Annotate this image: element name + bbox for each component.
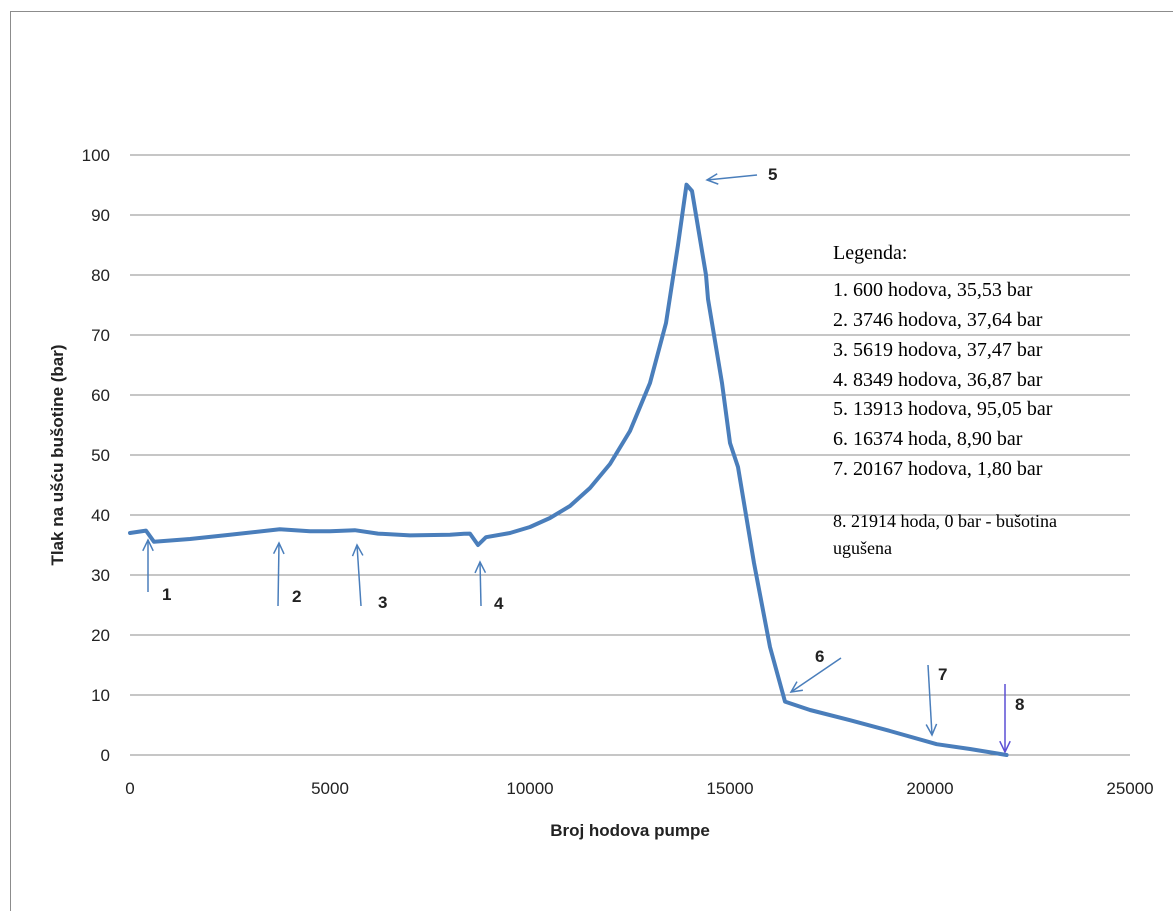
x-tick-label: 15000 bbox=[706, 779, 753, 798]
y-tick-label: 60 bbox=[91, 386, 110, 405]
y-tick-label: 70 bbox=[91, 326, 110, 345]
marker-label-2: 2 bbox=[292, 587, 301, 606]
marker-arrow-5 bbox=[705, 173, 758, 185]
legend-entry: 3. 5619 hodova, 37,47 bar bbox=[833, 339, 1043, 361]
legend-entry: 6. 16374 hoda, 8,90 bar bbox=[833, 428, 1023, 450]
marker-label-1: 1 bbox=[162, 585, 171, 604]
x-tick-label: 25000 bbox=[1106, 779, 1153, 798]
marker-label-6: 6 bbox=[815, 647, 824, 666]
x-tick-label: 5000 bbox=[311, 779, 349, 798]
marker-label-4: 4 bbox=[494, 594, 504, 613]
x-tick-labels: 0 5000 10000 15000 20000 25000 bbox=[125, 779, 1153, 798]
marker-arrow-2 bbox=[272, 541, 285, 607]
y-tick-label: 40 bbox=[91, 506, 110, 525]
x-tick-label: 10000 bbox=[506, 779, 553, 798]
y-tick-label: 90 bbox=[91, 206, 110, 225]
marker-arrows: 1 2 3 4 5 6 7 8 bbox=[142, 165, 1024, 754]
marker-label-5: 5 bbox=[768, 165, 777, 184]
legend-entry: 4. 8349 hodova, 36,87 bar bbox=[833, 369, 1043, 391]
marker-arrow-8 bbox=[999, 684, 1011, 754]
marker-arrow-1 bbox=[142, 538, 154, 592]
legend-entry: 2. 3746 hodova, 37,64 bar bbox=[833, 309, 1043, 331]
legend-title: Legenda: bbox=[833, 242, 907, 264]
marker-arrow-7 bbox=[925, 664, 938, 737]
marker-arrow-4 bbox=[474, 560, 487, 607]
legend: Legenda: 1. 600 hodova, 35,53 bar 2. 3746… bbox=[833, 242, 1057, 558]
y-tick-label: 10 bbox=[91, 686, 110, 705]
y-axis-title: Tlak na ušću bušotine (bar) bbox=[48, 344, 67, 565]
gridlines bbox=[130, 154, 1130, 756]
marker-arrow-6 bbox=[789, 657, 842, 693]
legend-entry: 1. 600 hodova, 35,53 bar bbox=[833, 279, 1033, 301]
legend-entry: ugušena bbox=[833, 538, 892, 558]
y-tick-label: 100 bbox=[82, 146, 110, 165]
legend-entry: 8. 21914 hoda, 0 bar - bušotina bbox=[833, 511, 1057, 531]
legend-entry: 7. 20167 hodova, 1,80 bar bbox=[833, 458, 1043, 480]
marker-label-3: 3 bbox=[378, 593, 387, 612]
y-tick-labels: 0 10 20 30 40 50 60 70 80 90 100 bbox=[82, 146, 110, 765]
y-tick-label: 20 bbox=[91, 626, 110, 645]
x-axis-title: Broj hodova pumpe bbox=[550, 821, 710, 840]
y-tick-label: 50 bbox=[91, 446, 110, 465]
marker-label-7: 7 bbox=[938, 665, 947, 684]
legend-entry: 5. 13913 hodova, 95,05 bar bbox=[833, 398, 1053, 420]
marker-label-8: 8 bbox=[1015, 695, 1024, 714]
marker-arrow-3 bbox=[351, 543, 364, 607]
x-tick-label: 20000 bbox=[906, 779, 953, 798]
x-tick-label: 0 bbox=[125, 779, 134, 798]
chart-frame bbox=[10, 11, 1173, 911]
y-tick-label: 30 bbox=[91, 566, 110, 585]
y-tick-label: 0 bbox=[101, 746, 110, 765]
series-line bbox=[128, 182, 1009, 757]
y-tick-label: 80 bbox=[91, 266, 110, 285]
